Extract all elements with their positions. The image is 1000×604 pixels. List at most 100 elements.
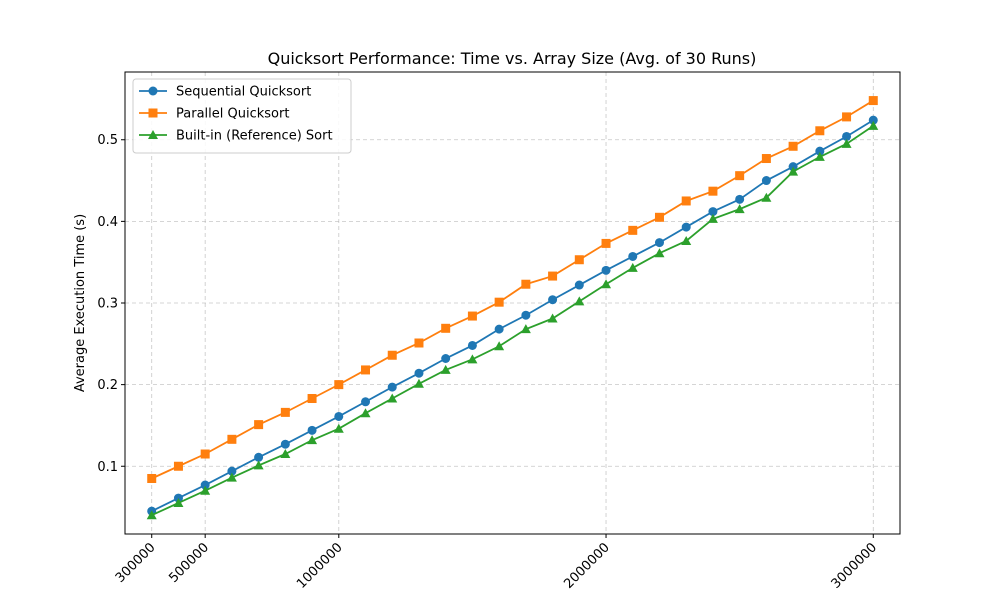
y-tick-label: 0.5 — [97, 133, 118, 148]
series-line — [151, 125, 874, 517]
chart-title: Quicksort Performance: Time vs. Array Si… — [268, 49, 757, 68]
data-point — [868, 115, 878, 125]
data-point — [520, 324, 531, 334]
data-point — [253, 460, 264, 470]
data-point — [254, 452, 264, 462]
data-point — [146, 510, 157, 520]
y-tick-label: 0.1 — [97, 460, 118, 475]
data-point — [387, 382, 397, 392]
data-point — [361, 397, 371, 407]
data-point — [226, 472, 237, 482]
series-line — [151, 99, 874, 480]
data-point — [414, 338, 424, 348]
data-point — [601, 279, 612, 289]
data-point — [173, 461, 183, 471]
data-point — [333, 423, 344, 433]
series-layer — [146, 96, 879, 520]
data-point — [628, 225, 638, 235]
series-line — [151, 119, 874, 512]
data-point — [280, 449, 291, 459]
data-point — [227, 434, 237, 444]
data-point — [842, 112, 852, 122]
data-point — [681, 235, 692, 245]
data-point — [547, 313, 558, 323]
data-point — [734, 204, 745, 214]
data-point — [574, 255, 584, 265]
data-point — [254, 420, 264, 430]
y-tick-label: 0.2 — [97, 378, 118, 393]
data-point — [574, 296, 585, 306]
data-point — [842, 131, 852, 141]
data-point — [708, 207, 718, 217]
data-point — [708, 186, 718, 196]
legend-label: Built-in (Reference) Sort — [176, 129, 333, 144]
data-point — [761, 192, 772, 202]
data-point — [467, 311, 477, 321]
data-point — [815, 126, 825, 136]
data-point — [280, 407, 290, 417]
y-axis-label: Average Execution Time (s) — [73, 214, 88, 392]
data-point — [707, 213, 718, 223]
data-point — [548, 271, 558, 281]
legend: Sequential Quicksort Parallel Quicksort Bu… — [132, 78, 352, 154]
legend-box — [132, 78, 352, 154]
data-point — [761, 154, 771, 164]
data-point — [441, 354, 451, 364]
data-point — [413, 378, 424, 388]
data-point — [494, 324, 504, 334]
data-point — [200, 480, 210, 490]
data-point — [441, 323, 451, 333]
legend-label: Sequential Quicksort — [176, 85, 311, 100]
data-point — [387, 393, 398, 403]
data-point — [200, 485, 211, 495]
y-axis: 0.1 0.2 0.3 0.4 0.5 — [97, 133, 125, 475]
data-point — [494, 297, 504, 307]
legend-marker — [148, 130, 158, 139]
data-point — [601, 238, 611, 248]
data-point — [307, 425, 317, 435]
data-point — [735, 194, 745, 204]
data-point — [841, 138, 852, 148]
data-point — [334, 411, 344, 421]
data-point — [788, 141, 798, 151]
data-point — [815, 146, 825, 156]
data-point — [521, 310, 531, 320]
y-tick-label: 0.4 — [97, 215, 118, 230]
data-point — [654, 238, 664, 248]
data-point — [227, 466, 237, 476]
data-point — [200, 449, 210, 459]
data-point — [387, 350, 397, 360]
data-point — [173, 497, 184, 507]
data-point — [681, 222, 691, 232]
data-point — [334, 380, 344, 390]
data-point — [307, 394, 317, 404]
data-point — [735, 171, 745, 181]
data-point — [788, 166, 799, 176]
data-point — [627, 262, 638, 272]
data-point — [681, 196, 691, 206]
series-square — [147, 96, 878, 483]
data-point — [868, 120, 879, 130]
data-point — [574, 280, 584, 290]
data-point — [601, 265, 611, 275]
data-point — [521, 279, 531, 289]
data-point — [280, 439, 290, 449]
data-point — [467, 340, 477, 350]
data-point — [147, 473, 157, 483]
legend-label: Parallel Quicksort — [176, 107, 289, 122]
data-point — [814, 151, 825, 161]
data-point — [761, 176, 771, 186]
data-point — [360, 408, 371, 418]
series-circle — [147, 115, 878, 516]
data-point — [548, 295, 558, 305]
data-point — [307, 435, 318, 445]
data-point — [654, 248, 665, 258]
y-tick-label: 0.3 — [97, 297, 118, 312]
data-point — [361, 365, 371, 375]
data-point — [868, 96, 878, 106]
legend-marker — [148, 108, 158, 118]
data-point — [414, 368, 424, 378]
data-point — [494, 341, 505, 351]
